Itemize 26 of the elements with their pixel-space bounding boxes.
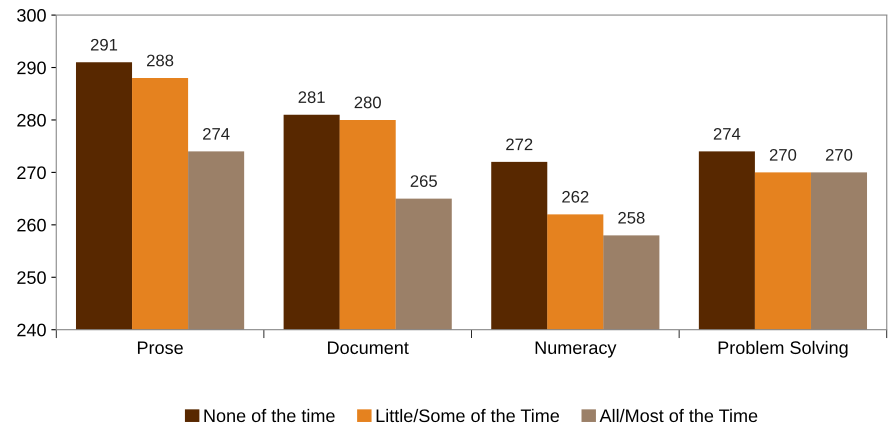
data-label: 274 (714, 128, 740, 140)
y-tick-label: 290 (17, 61, 46, 74)
x-tick-label: Prose (138, 341, 183, 354)
data-label: 272 (506, 138, 532, 150)
data-label: 274 (203, 128, 230, 140)
legend-label: Little/Some of the Time (376, 408, 560, 422)
y-tick-label: 240 (17, 324, 46, 336)
data-label: 270 (826, 148, 852, 161)
y-tick-label: 280 (17, 114, 46, 127)
data-label: 265 (410, 175, 437, 187)
x-tick-label: Document (328, 341, 409, 354)
y-tick-label: 260 (17, 218, 46, 232)
data-label: 288 (147, 54, 174, 66)
data-label: 281 (298, 91, 325, 104)
data-label: 258 (618, 212, 645, 224)
data-label: 262 (562, 190, 588, 203)
legend-label: All/Most of the Time (600, 408, 758, 422)
legend-label: None of the time (204, 408, 335, 422)
x-tick-label: Problem Solving (718, 340, 848, 358)
y-tick-label: 270 (17, 166, 46, 180)
data-label: 280 (354, 96, 381, 108)
y-tick-label: 250 (17, 271, 46, 284)
data-label: 291 (90, 38, 118, 51)
data-label: 270 (770, 148, 796, 161)
x-tick-label: Numeracy (536, 341, 616, 358)
y-tick-label: 300 (17, 9, 46, 22)
